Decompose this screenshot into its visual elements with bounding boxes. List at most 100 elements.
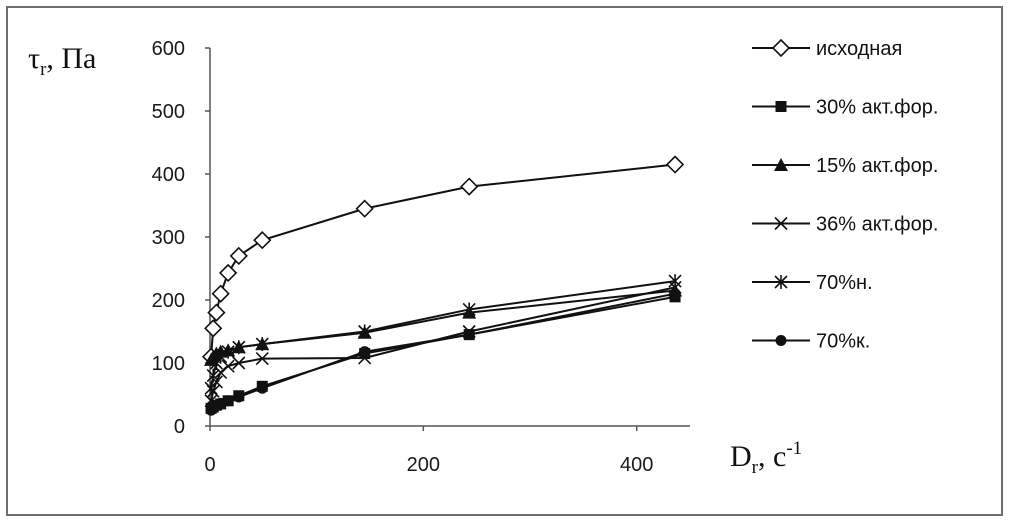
- x-tick-label: 200: [407, 454, 440, 476]
- data-point: [214, 349, 228, 364]
- diamond-marker: [460, 177, 479, 196]
- data-point: [221, 359, 235, 373]
- asterisk-marker: [462, 302, 476, 317]
- series-line: [210, 292, 676, 411]
- legend-marker: [774, 275, 788, 289]
- diamond-marker: [771, 38, 791, 58]
- legend-marker: [774, 216, 788, 231]
- data-point: [359, 346, 371, 358]
- chart-frame: [6, 6, 1003, 516]
- circle-marker: [256, 382, 268, 394]
- legend-marker: [774, 158, 788, 171]
- data-point: [462, 302, 476, 317]
- data-point: [219, 263, 238, 283]
- y-tick-label: 100: [152, 353, 185, 375]
- y-tick-label: 500: [152, 101, 185, 123]
- circle-marker: [775, 335, 787, 346]
- legend-marker: [771, 38, 791, 58]
- circle-marker: [669, 288, 681, 300]
- data-point: [222, 395, 234, 407]
- series-layer: [201, 155, 685, 416]
- data-point: [221, 344, 235, 359]
- series-6: [205, 288, 681, 416]
- legend-marker: [775, 101, 787, 112]
- y-tick-label: 600: [152, 38, 185, 60]
- data-point: [206, 368, 220, 383]
- axis-titles: τr, Па Dr, с-1: [28, 42, 802, 478]
- data-point: [668, 274, 682, 289]
- asterisk-marker: [358, 324, 372, 339]
- data-point: [207, 303, 226, 322]
- legend-item: исходная: [752, 38, 902, 60]
- x-marker: [255, 352, 269, 366]
- series-line: [210, 286, 676, 402]
- data-point: [463, 329, 475, 341]
- asterisk-marker: [774, 275, 788, 289]
- asterisk-marker: [232, 340, 246, 355]
- y-tick-label: 400: [152, 164, 185, 186]
- series-line: [210, 289, 676, 361]
- asterisk-marker: [206, 368, 220, 383]
- series-3: [204, 283, 683, 366]
- diamond-marker: [229, 246, 248, 266]
- square-marker: [775, 101, 787, 112]
- data-point: [211, 284, 230, 303]
- y-tick-label: 0: [174, 416, 185, 438]
- x-tick-label: 0: [204, 454, 215, 476]
- data-point: [204, 319, 223, 338]
- y-tick-label: 200: [152, 290, 185, 312]
- series-4: [204, 280, 682, 408]
- data-point: [255, 337, 269, 352]
- circle-marker: [359, 346, 371, 358]
- diamond-marker: [211, 284, 230, 303]
- asterisk-marker: [255, 337, 269, 352]
- data-point: [665, 155, 685, 174]
- legend-label: исходная: [816, 38, 902, 60]
- data-point: [358, 324, 372, 339]
- data-point: [253, 231, 272, 250]
- circle-marker: [463, 329, 475, 341]
- series-5: [204, 274, 682, 396]
- x-marker: [774, 216, 788, 231]
- legend-label: 36% акт.фор.: [816, 214, 938, 236]
- data-point: [669, 288, 681, 300]
- asterisk-marker: [214, 349, 228, 364]
- data-point: [256, 382, 268, 394]
- triangle-marker: [774, 158, 788, 171]
- circle-marker: [233, 391, 245, 403]
- data-point: [255, 352, 269, 366]
- data-point: [204, 381, 218, 396]
- series-line: [210, 163, 676, 357]
- series-2: [205, 291, 681, 414]
- data-point: [232, 340, 246, 355]
- diamond-marker: [219, 263, 238, 283]
- y-tick-label: 300: [152, 227, 185, 249]
- data-point: [233, 391, 245, 403]
- data-point: [355, 199, 374, 218]
- data-point: [232, 356, 246, 370]
- series-1: [201, 155, 685, 366]
- data-point: [229, 246, 248, 266]
- data-point: [460, 177, 479, 196]
- x-axis-title: Dr, с-1: [730, 438, 802, 478]
- asterisk-marker: [221, 344, 235, 359]
- diamond-marker: [207, 303, 226, 322]
- legend-marker: [775, 335, 787, 346]
- diamond-marker: [665, 155, 685, 174]
- legend-label: 15% акт.фор.: [816, 155, 938, 177]
- asterisk-marker: [204, 381, 218, 396]
- legend-item: 70%к.: [752, 331, 870, 353]
- x-marker: [232, 356, 246, 370]
- legend: исходная 30% акт.фор. 15% акт.фор. 36% акт.…: [752, 38, 938, 353]
- legend-item: 15% акт.фор.: [752, 155, 938, 177]
- legend-label: 70%к.: [816, 331, 870, 353]
- series-line: [210, 295, 676, 410]
- y-axis-title: τr, Па: [28, 42, 96, 80]
- legend-label: 30% акт.фор.: [816, 97, 938, 119]
- legend-label: 70%н.: [816, 272, 873, 294]
- series-line: [210, 280, 676, 389]
- x-marker: [221, 359, 235, 373]
- x-tick-label: 400: [620, 454, 653, 476]
- legend-item: 36% акт.фор.: [752, 214, 938, 236]
